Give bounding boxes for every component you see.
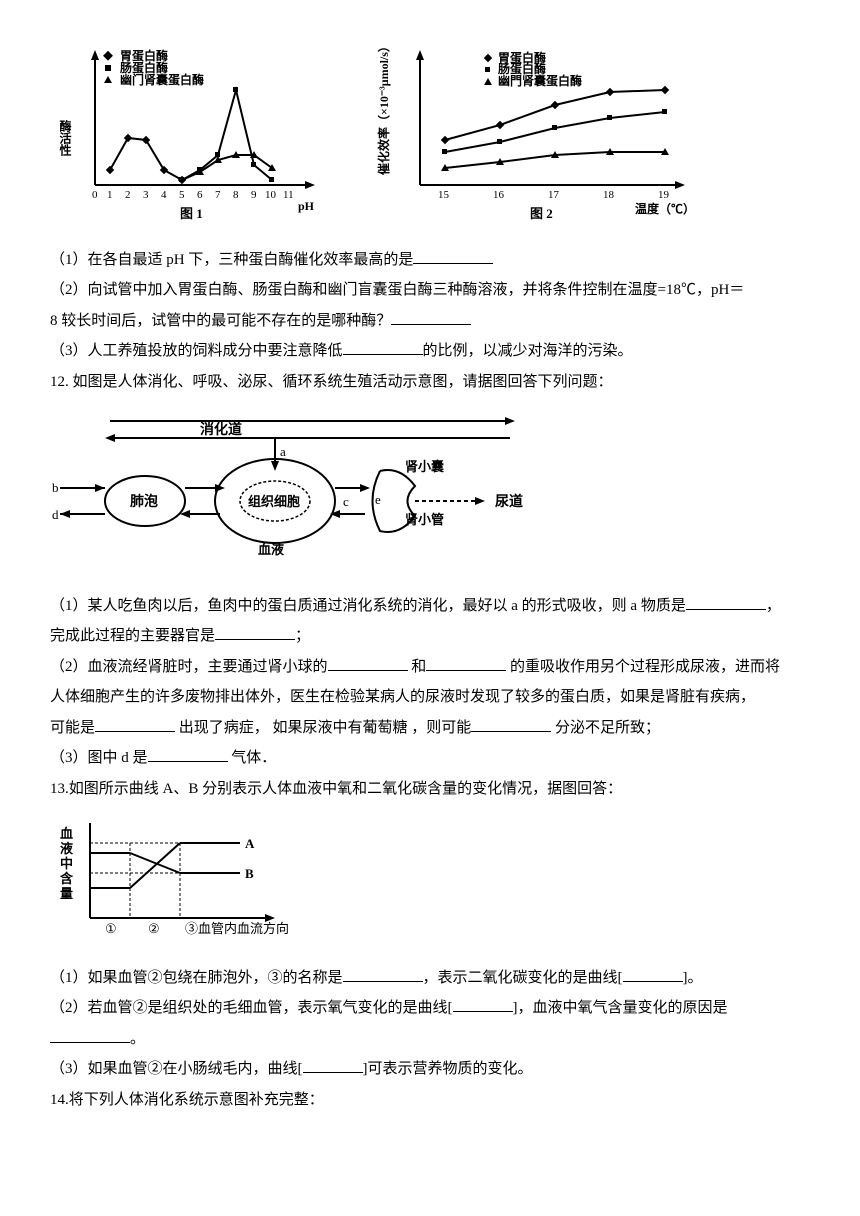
q12-3: （3）图中 d 是 气体． <box>50 744 810 773</box>
blank <box>426 654 506 671</box>
svg-text:血液: 血液 <box>258 542 284 557</box>
q11-3: （3）人工养殖投放的饲料成分中要注意降低的比例，以减少对海洋的污染。 <box>50 337 810 366</box>
blank <box>343 965 423 982</box>
svg-text:血: 血 <box>60 826 73 841</box>
blank <box>303 1057 363 1074</box>
q13-2b: 。 <box>50 1025 810 1054</box>
blank <box>148 746 228 763</box>
svg-text:4: 4 <box>161 189 167 201</box>
svg-text:18: 18 <box>603 189 615 201</box>
svg-text:③血管内血流方向: ③血管内血流方向 <box>185 921 289 936</box>
svg-text:肾小管: 肾小管 <box>405 512 444 527</box>
q13-diagram: 血 液 中 含 量 A B ① ② ③血管内血流方向 <box>50 813 810 954</box>
svg-text:19: 19 <box>658 189 670 201</box>
q11-2a: （2）向试管中加入胃蛋白酶、肠蛋白酶和幽门盲囊蛋白酶三种酶溶液，并将条件控制在温… <box>50 276 810 305</box>
blank <box>623 965 683 982</box>
q13-header: 13.如图所示曲线 A、B 分别表示人体血液中氧和二氧化碳含量的变化情况，据图回… <box>50 775 810 804</box>
svg-text:图 1: 图 1 <box>180 206 203 220</box>
svg-text:16: 16 <box>493 189 505 201</box>
svg-text:d: d <box>52 507 59 522</box>
blank <box>215 624 295 641</box>
figure-2: 催化效率（×10⁻³μmol/s） 15 16 17 18 19 温度（℃） 胃… <box>370 40 710 231</box>
blank <box>413 247 493 264</box>
q12-2b: 人体细胞产生的许多废物排出体外，医生在检验某病人的尿液时发现了较多的蛋白质，如果… <box>50 683 810 712</box>
svg-text:量: 量 <box>60 886 73 901</box>
q12-2a: （2）血液流经肾脏时，主要通过肾小球的 和 的重吸收作用另个过程形成尿液，进而将 <box>50 653 810 682</box>
blank <box>453 996 513 1013</box>
figure-1: 酶活性 0 1 2 3 4 5 6 7 8 9 10 11 pH 胃蛋白酶 肠蛋… <box>50 40 330 231</box>
chart-1-svg: 酶活性 0 1 2 3 4 5 6 7 8 9 10 11 pH 胃蛋白酶 肠蛋… <box>50 40 330 220</box>
svg-text:B: B <box>245 866 254 881</box>
chart-2-svg: 催化效率（×10⁻³μmol/s） 15 16 17 18 19 温度（℃） 胃… <box>370 40 710 220</box>
q13-3: （3）如果血管②在小肠绒毛内，曲线[]可表示营养物质的变化。 <box>50 1055 810 1084</box>
svg-text:17: 17 <box>548 189 560 201</box>
blank <box>686 593 766 610</box>
q13-1: （1）如果血管②包绕在肺泡外，③的名称是，表示二氧化碳变化的是曲线[]。 <box>50 964 810 993</box>
svg-text:催化效率（×10⁻³μmol/s）: 催化效率（×10⁻³μmol/s） <box>376 40 391 175</box>
svg-text:6: 6 <box>197 189 203 201</box>
svg-text:2: 2 <box>125 189 131 201</box>
svg-text:含: 含 <box>59 871 74 886</box>
svg-text:11: 11 <box>283 189 294 201</box>
svg-text:酶活性: 酶活性 <box>58 119 72 157</box>
svg-text:幽門肾囊蛋白酶: 幽門肾囊蛋白酶 <box>498 73 582 88</box>
svg-text:②: ② <box>148 921 160 936</box>
svg-text:A: A <box>245 836 255 851</box>
svg-text:幽门肾囊蛋白酶: 幽门肾囊蛋白酶 <box>120 72 204 87</box>
top-figures: 酶活性 0 1 2 3 4 5 6 7 8 9 10 11 pH 胃蛋白酶 肠蛋… <box>50 40 810 231</box>
svg-text:①: ① <box>105 921 117 936</box>
svg-text:5: 5 <box>179 189 185 201</box>
svg-text:1: 1 <box>107 189 113 201</box>
blank <box>50 1026 130 1043</box>
svg-text:10: 10 <box>265 189 277 201</box>
svg-text:消化道: 消化道 <box>200 421 242 438</box>
svg-text:pH: pH <box>298 199 315 213</box>
svg-text:温度（℃）: 温度（℃） <box>635 201 695 216</box>
q12-1b: 完成此过程的主要器官是； <box>50 622 810 651</box>
q11-2b: 8 较长时间后，试管中的最可能不存在的是哪种酶？ <box>50 307 810 336</box>
svg-text:尿道: 尿道 <box>495 493 523 510</box>
svg-text:a: a <box>280 444 286 459</box>
blank <box>343 339 423 356</box>
svg-text:9: 9 <box>251 189 257 201</box>
q12-diagram: 消化道 a 肺泡 b d 组织细胞 血液 肾小囊 肾小管 c e 尿道 <box>50 406 810 582</box>
q11-1: （1）在各自最适 pH 下，三种蛋白酶催化效率最高的是 <box>50 246 810 275</box>
q14-header: 14.将下列人体消化系统示意图补充完整： <box>50 1086 810 1115</box>
svg-text:肾小囊: 肾小囊 <box>405 459 445 474</box>
q12-1: （1）某人吃鱼肉以后，鱼肉中的蛋白质通过消化系统的消化，最好以 a 的形式吸收，… <box>50 592 810 621</box>
svg-text:肺泡: 肺泡 <box>130 493 158 510</box>
svg-text:0: 0 <box>92 189 98 201</box>
q12-2c: 可能是 出现了病症， 如果尿液中有葡萄糖 ，则可能 分泌不足所致； <box>50 714 810 743</box>
blank <box>328 654 408 671</box>
svg-text:7: 7 <box>215 189 221 201</box>
svg-text:c: c <box>343 494 349 509</box>
svg-text:液: 液 <box>60 841 73 856</box>
svg-text:组织细胞: 组织细胞 <box>248 494 300 509</box>
q13-2: （2）若血管②是组织处的毛细血管，表示氧气变化的是曲线[]，血液中氧气含量变化的… <box>50 994 810 1023</box>
svg-text:e: e <box>375 492 381 507</box>
blank <box>95 715 175 732</box>
svg-text:15: 15 <box>438 189 450 201</box>
svg-text:b: b <box>52 480 59 495</box>
q12-header: 12. 如图是人体消化、呼吸、泌尿、循环系统生殖活动示意图，请据图回答下列问题： <box>50 368 810 397</box>
svg-text:中: 中 <box>60 856 73 871</box>
svg-text:3: 3 <box>143 189 149 201</box>
svg-text:图 2: 图 2 <box>530 206 553 220</box>
svg-text:8: 8 <box>233 189 239 201</box>
blank <box>391 308 471 325</box>
blank <box>471 715 551 732</box>
